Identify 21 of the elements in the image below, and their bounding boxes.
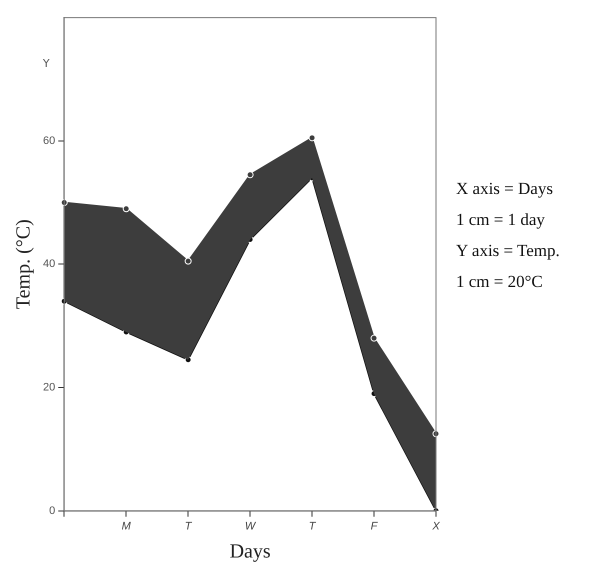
y-tick-label: 60 — [42, 134, 56, 147]
y-tick-label: 20 — [42, 382, 56, 394]
x-tick-label: T — [184, 520, 193, 532]
x-tick-label: F — [370, 520, 379, 532]
x-tick-label: T — [308, 520, 317, 532]
point — [184, 258, 192, 265]
y-axis-title: Temp. (°C) — [12, 219, 34, 310]
text: Y — [42, 56, 50, 70]
x-tick-label: W — [244, 520, 257, 532]
text: X axis = Days — [456, 178, 554, 200]
y-tick-label: 40 — [42, 258, 56, 270]
x-axis-title: Days — [230, 540, 271, 562]
y-tick-label: 0 — [49, 504, 56, 517]
point — [308, 134, 316, 142]
point — [246, 171, 254, 178]
x-tick-label: M — [122, 520, 132, 532]
text: 1 cm = 20°C — [456, 271, 544, 293]
x-tick-label: X — [431, 520, 440, 532]
point — [122, 205, 130, 212]
text: 1 cm = 1 day — [456, 209, 546, 231]
text: Y axis = Temp. — [456, 240, 560, 262]
